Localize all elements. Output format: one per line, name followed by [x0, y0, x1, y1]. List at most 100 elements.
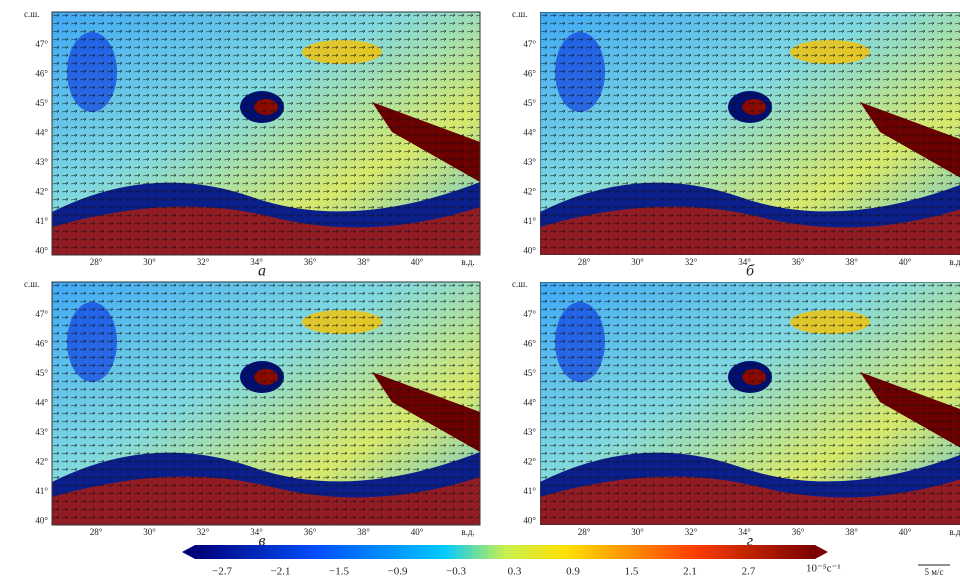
lon-tick: 34°: [738, 527, 751, 537]
colorbar-tick: 0.9: [566, 566, 580, 578]
panel-letter: а: [258, 263, 266, 280]
colorbar-tick: 2.7: [742, 566, 756, 578]
field: [52, 282, 480, 525]
lat-label: с.ш.: [512, 9, 527, 19]
lon-label: в.д.: [949, 257, 960, 267]
vorticity-field: [51, 11, 481, 256]
lon-tick: 28°: [90, 527, 103, 537]
field: [540, 282, 960, 525]
map-panel: с.ш. 47° 46° 45° 44° 43° 42° 41° 40° 28° 30° 32° 34°…: [512, 9, 960, 280]
scale-label: 5 м/с: [925, 567, 944, 577]
lon-tick: 40°: [411, 527, 424, 537]
lat-label: с.ш.: [24, 279, 39, 289]
lat-label: с.ш.: [24, 9, 39, 19]
lat-tick: 45°: [523, 98, 536, 108]
lon-tick: 36°: [792, 527, 805, 537]
panels: с.ш. 47° 46° 45° 44° 43° 42° 41° 40° 28° 30° 32° 34°…: [24, 9, 960, 550]
lat-tick: 47°: [35, 39, 48, 49]
lat-tick: 43°: [523, 427, 536, 437]
lat-tick: 40°: [35, 246, 48, 256]
lat-tick: 40°: [523, 246, 536, 256]
colorbar-tick: 1.5: [625, 566, 639, 578]
lat-tick: 46°: [523, 69, 536, 79]
colorbar-tick: −2.7: [212, 566, 232, 578]
lon-tick: 38°: [845, 257, 858, 267]
lat-tick: 41°: [35, 216, 48, 226]
lon-label: в.д.: [461, 527, 474, 537]
panel-letter: в: [259, 533, 266, 550]
lat-tick: 45°: [35, 368, 48, 378]
lon-tick: 32°: [685, 257, 698, 267]
lon-tick: 28°: [578, 527, 591, 537]
field: [52, 12, 480, 255]
frame: [51, 11, 481, 256]
vorticity-field: [540, 12, 960, 255]
lon-tick: 36°: [792, 257, 805, 267]
lat-tick: 41°: [523, 216, 536, 226]
panel-letter: г: [747, 533, 753, 550]
colorbar: [195, 545, 815, 559]
map-panel: с.ш. 47° 46° 45° 44° 43° 42° 41° 40° 28° 30° 32° 34°…: [24, 279, 481, 550]
lon-label: в.д.: [949, 527, 960, 537]
colorbar-tick: 0.3: [508, 566, 522, 578]
lat-tick: 42°: [35, 187, 48, 197]
lon-tick: 40°: [411, 257, 424, 267]
colorbar-tick: 2.1: [683, 566, 697, 578]
lat-tick: 44°: [523, 398, 536, 408]
lat-tick: 41°: [35, 486, 48, 496]
lat-tick: 42°: [523, 457, 536, 467]
lat-tick: 44°: [35, 128, 48, 138]
lon-tick: 30°: [631, 257, 644, 267]
vorticity-field: [51, 281, 481, 526]
colorbar-unit: 10⁻⁵с⁻¹: [806, 563, 841, 575]
lon-tick: 34°: [250, 527, 263, 537]
lat-label: с.ш.: [512, 279, 527, 289]
colorbar-tick: −0.3: [446, 566, 466, 578]
lon-tick: 30°: [143, 527, 156, 537]
lon-tick: 34°: [250, 257, 263, 267]
colorbar-tick: −1.5: [329, 566, 349, 578]
map-panel: с.ш. 47° 46° 45° 44° 43° 42° 41° 40° 28° 30° 32° 34°…: [24, 9, 481, 280]
lat-tick: 40°: [523, 516, 536, 526]
lon-tick: 40°: [899, 527, 912, 537]
lat-tick: 43°: [35, 157, 48, 167]
lon-tick: 28°: [578, 257, 591, 267]
lon-tick: 28°: [90, 257, 103, 267]
lon-tick: 34°: [738, 257, 751, 267]
lon-tick: 30°: [631, 527, 644, 537]
lat-tick: 46°: [35, 339, 48, 349]
lat-tick: 46°: [35, 69, 48, 79]
lon-tick: 38°: [357, 257, 370, 267]
lat-tick: 45°: [35, 98, 48, 108]
lon-tick: 38°: [357, 527, 370, 537]
lat-tick: 47°: [523, 39, 536, 49]
lat-tick: 44°: [35, 398, 48, 408]
colorbar-tick: −0.9: [388, 566, 408, 578]
lat-tick: 44°: [523, 128, 536, 138]
lon-tick: 32°: [685, 527, 698, 537]
lat-tick: 46°: [523, 339, 536, 349]
colorbar-end: [182, 545, 195, 559]
field: [540, 12, 960, 255]
lon-tick: 32°: [197, 257, 210, 267]
lat-tick: 43°: [523, 157, 536, 167]
lat-tick: 43°: [35, 427, 48, 437]
vorticity-field: [540, 282, 960, 525]
lon-tick: 36°: [304, 257, 317, 267]
colorbar-tick: −2.1: [271, 566, 291, 578]
lat-tick: 40°: [35, 516, 48, 526]
lat-tick: 42°: [523, 187, 536, 197]
lat-tick: 47°: [523, 309, 536, 319]
colorbar-end: [815, 545, 828, 559]
lat-tick: 41°: [523, 486, 536, 496]
panel-letter: б: [746, 263, 755, 280]
map-panel: с.ш. 47° 46° 45° 44° 43° 42° 41° 40° 28° 30° 32° 34°…: [512, 279, 960, 550]
lat-tick: 42°: [35, 457, 48, 467]
lon-tick: 30°: [143, 257, 156, 267]
frame: [51, 281, 481, 526]
lat-tick: 47°: [35, 309, 48, 319]
lon-tick: 38°: [845, 527, 858, 537]
lon-label: в.д.: [461, 257, 474, 267]
lon-tick: 36°: [304, 527, 317, 537]
